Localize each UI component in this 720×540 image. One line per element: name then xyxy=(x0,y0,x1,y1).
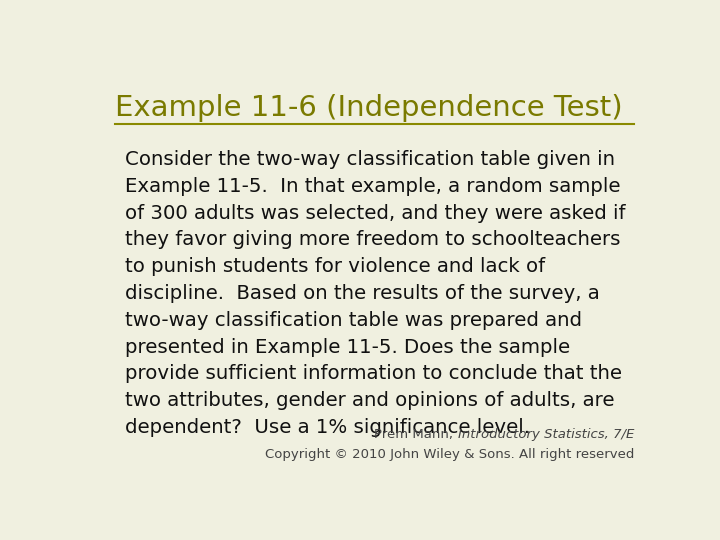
Text: Copyright © 2010 John Wiley & Sons. All right reserved: Copyright © 2010 John Wiley & Sons. All … xyxy=(265,448,634,461)
Text: Introductory Statistics, 7/E: Introductory Statistics, 7/E xyxy=(458,428,634,441)
Text: Consider the two-way classification table given in
Example 11-5.  In that exampl: Consider the two-way classification tabl… xyxy=(125,150,626,437)
Text: Prem Mann,: Prem Mann, xyxy=(374,428,458,441)
Text: Example 11-6 (Independence Test): Example 11-6 (Independence Test) xyxy=(115,94,623,122)
